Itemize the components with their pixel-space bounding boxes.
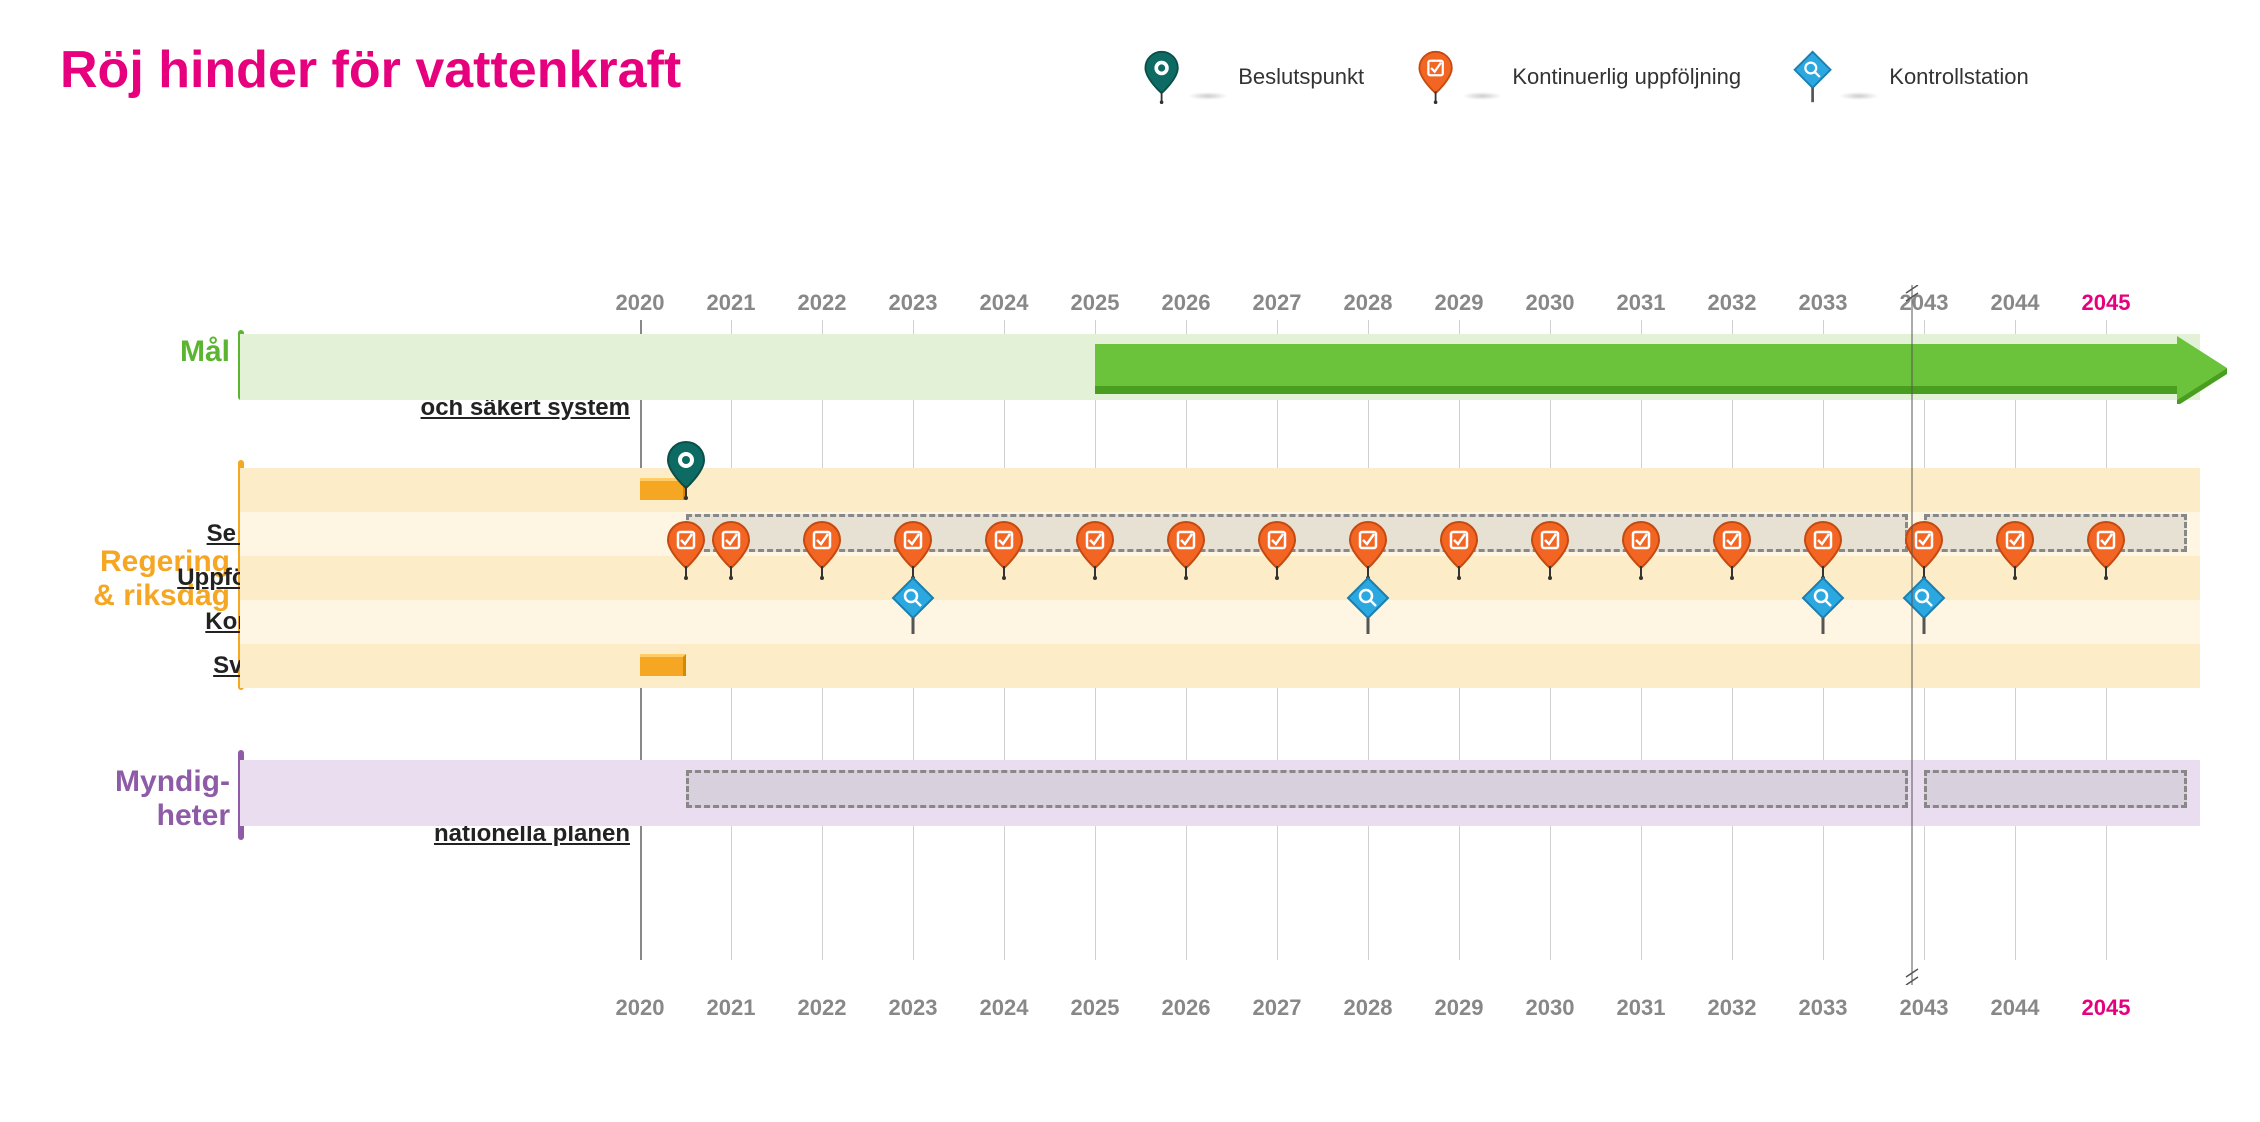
year-label: 2027 — [1247, 995, 1307, 1021]
year-label: 2044 — [1985, 290, 2045, 316]
control-diamond-icon — [1791, 50, 1834, 104]
followup-pin-icon — [1414, 50, 1457, 104]
section-label: Mål — [60, 335, 230, 369]
followup-pin-icon — [662, 520, 710, 580]
year-label: 2022 — [792, 290, 852, 316]
legend-item: Beslutspunkt — [1140, 50, 1364, 104]
timeline-marker — [1526, 520, 1574, 585]
year-label: 2031 — [1611, 995, 1671, 1021]
year-label: 2021 — [701, 995, 761, 1021]
followup-pin-icon — [2082, 520, 2130, 580]
year-label: 2043 — [1894, 995, 1954, 1021]
year-label: 2022 — [792, 995, 852, 1021]
timeline-marker — [798, 520, 846, 585]
timeline-chart: MålMålnivå: Ett leverans- och driftsäker… — [60, 320, 2200, 960]
followup-pin-icon — [980, 520, 1028, 580]
year-label: 2031 — [1611, 290, 1671, 316]
year-label: 2030 — [1520, 995, 1580, 1021]
timeline-marker — [1162, 520, 1210, 585]
decision-pin-icon — [662, 440, 710, 500]
year-label: 2020 — [610, 995, 670, 1021]
ongoing-box — [1924, 770, 2187, 808]
control-diamond-icon — [889, 576, 937, 636]
year-label: 2045 — [2076, 995, 2136, 1021]
year-label: 2025 — [1065, 290, 1125, 316]
followup-pin-icon — [1708, 520, 1756, 580]
timeline-marker — [1253, 520, 1301, 585]
followup-pin-icon — [1435, 520, 1483, 580]
followup-pin-icon — [1162, 520, 1210, 580]
legend: Beslutspunkt Kontinuerlig uppföljning Kont… — [1140, 50, 2029, 104]
year-label: 2029 — [1429, 995, 1489, 1021]
year-label: 2045 — [2076, 290, 2136, 316]
ongoing-box — [686, 770, 1909, 808]
year-label: 2029 — [1429, 290, 1489, 316]
axis-break-icon — [1904, 285, 1934, 985]
followup-pin-icon — [889, 520, 937, 580]
activity-block — [640, 654, 686, 676]
timeline-marker — [1344, 576, 1392, 641]
legend-label: Beslutspunkt — [1238, 64, 1364, 90]
year-label: 2025 — [1065, 995, 1125, 1021]
followup-pin-icon — [1071, 520, 1119, 580]
followup-pin-icon — [798, 520, 846, 580]
year-label: 2023 — [883, 290, 943, 316]
followup-pin-icon — [1617, 520, 1665, 580]
section-label: Myndig-heter — [60, 765, 230, 833]
timeline-marker — [707, 520, 755, 585]
timeline-grid: 2020202120222023202420252026202720282029… — [640, 320, 2200, 960]
year-label: 2026 — [1156, 290, 1216, 316]
year-label: 2032 — [1702, 290, 1762, 316]
year-label: 2033 — [1793, 995, 1853, 1021]
control-diamond-icon — [1344, 576, 1392, 636]
year-label: 2028 — [1338, 995, 1398, 1021]
year-label: 2023 — [883, 995, 943, 1021]
ongoing-box — [1924, 514, 2187, 552]
year-label: 2027 — [1247, 290, 1307, 316]
legend-item: Kontinuerlig uppföljning — [1414, 50, 1741, 104]
year-label: 2030 — [1520, 290, 1580, 316]
timeline-marker — [1071, 520, 1119, 585]
timeline-marker — [662, 440, 710, 505]
timeline-marker — [1799, 576, 1847, 641]
timeline-marker — [1617, 520, 1665, 585]
year-label: 2032 — [1702, 995, 1762, 1021]
goal-arrow — [1095, 336, 2227, 404]
timeline-marker — [1435, 520, 1483, 585]
year-label: 2028 — [1338, 290, 1398, 316]
followup-pin-icon — [1253, 520, 1301, 580]
timeline-marker — [980, 520, 1028, 585]
year-label: 2044 — [1985, 995, 2045, 1021]
timeline-marker — [889, 576, 937, 641]
year-label: 2024 — [974, 290, 1034, 316]
year-label: 2026 — [1156, 995, 1216, 1021]
timeline-marker — [1708, 520, 1756, 585]
timeline-marker — [2082, 520, 2130, 585]
legend-label: Kontinuerlig uppföljning — [1512, 64, 1741, 90]
legend-label: Kontrollstation — [1889, 64, 2028, 90]
year-label: 2024 — [974, 995, 1034, 1021]
year-label: 2033 — [1793, 290, 1853, 316]
year-label: 2020 — [610, 290, 670, 316]
followup-pin-icon — [1526, 520, 1574, 580]
timeline-marker — [1991, 520, 2039, 585]
legend-item: Kontrollstation — [1791, 50, 2029, 104]
year-label: 2021 — [701, 290, 761, 316]
followup-pin-icon — [1991, 520, 2039, 580]
decision-pin-icon — [1140, 50, 1183, 104]
timeline-marker — [662, 520, 710, 585]
followup-pin-icon — [1799, 520, 1847, 580]
followup-pin-icon — [707, 520, 755, 580]
control-diamond-icon — [1799, 576, 1847, 636]
followup-pin-icon — [1344, 520, 1392, 580]
